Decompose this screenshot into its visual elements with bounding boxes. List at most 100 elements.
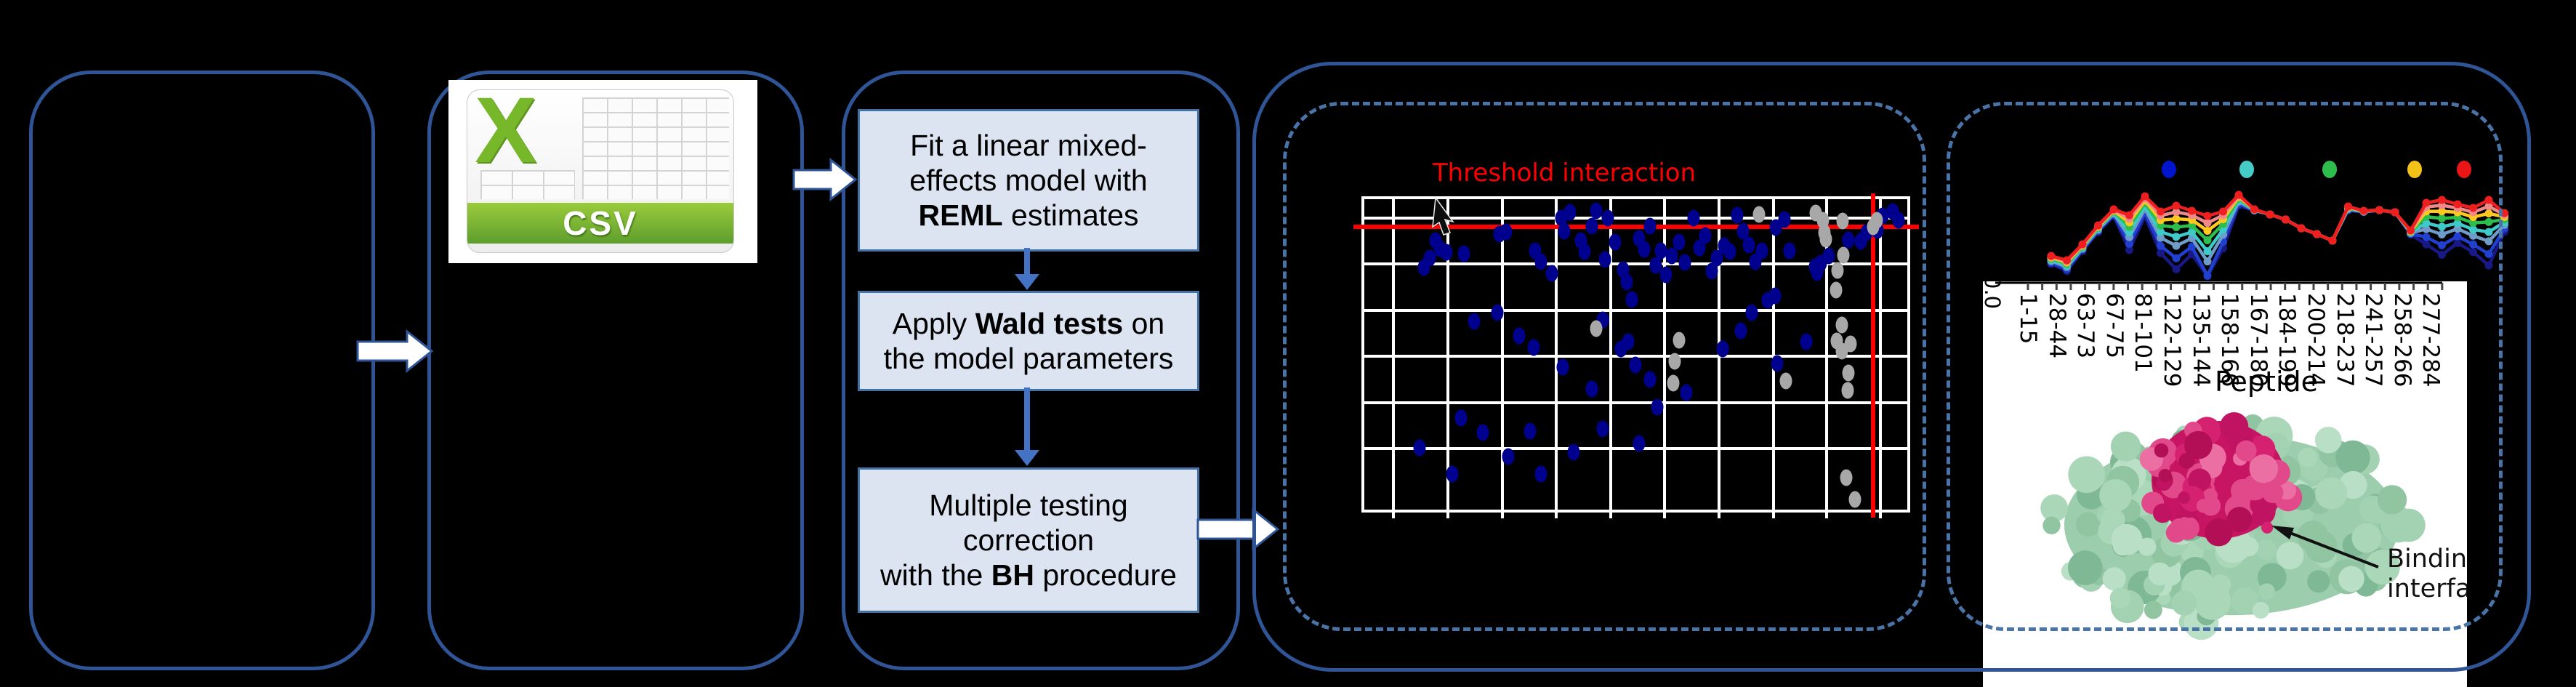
uptake-marker-green	[2484, 217, 2493, 226]
patch-magenta-lobe	[2203, 488, 2218, 503]
uptake-marker-red	[2282, 215, 2290, 224]
scatter-dot-significant-blue	[1625, 291, 1638, 308]
scatter-dot-significant-blue	[1476, 424, 1489, 441]
uptake-marker-steelblue	[2469, 231, 2477, 240]
excel-x-icon: X	[475, 89, 537, 182]
scatter-dot-significant-blue	[1643, 217, 1657, 235]
uptake-marker-navy	[2422, 240, 2431, 249]
patch-magenta-lobe	[2154, 443, 2169, 458]
surface-green-lobe	[2111, 523, 2143, 555]
csv-file-image: X CSV	[448, 80, 757, 263]
scatter-dot-significant-blue	[1620, 273, 1633, 291]
surface-green-lobe	[2102, 567, 2126, 591]
surface-green-lobe	[2351, 523, 2382, 553]
surface-green-lobe	[2110, 431, 2141, 462]
uptake-marker-cyan	[2438, 222, 2446, 231]
scatter-dot-significant-blue	[1596, 420, 1609, 438]
uptake-marker-red	[2328, 236, 2337, 245]
legend-dot	[2322, 161, 2337, 178]
uptake-marker-navy	[2438, 250, 2446, 259]
patch-magenta-lobe	[2188, 468, 2212, 492]
scatter-dot-significant-blue	[1590, 202, 1603, 220]
scatter-dot-significant-blue	[1502, 448, 1515, 465]
surface-green-lobe	[2068, 456, 2105, 494]
surface-green-lobe	[2298, 447, 2317, 467]
uptake-marker-blue	[2172, 254, 2181, 262]
uptake-marker-red	[2359, 206, 2368, 215]
uptake-marker-red	[2078, 240, 2087, 249]
patch-magenta-lobe	[2183, 430, 2213, 459]
uptake-marker-red	[2266, 210, 2274, 219]
surface-green-lobe	[2258, 583, 2275, 600]
scatter-dot-significant-blue	[1413, 439, 1426, 457]
scatter-dot-nonsignificant-gray	[1816, 212, 1830, 229]
surface-green-lobe	[2040, 494, 2069, 522]
uptake-marker-steelblue	[2438, 230, 2446, 239]
step-fit-model: Fit a linear mixed-effects model with REM…	[858, 109, 1199, 252]
scatter-dot-nonsignificant-gray	[1779, 372, 1792, 390]
uptake-marker-red	[2141, 192, 2149, 201]
uptake-marker-yellow	[2484, 209, 2493, 218]
uptake-marker-yellow	[2203, 227, 2212, 236]
uptake-marker-cyan	[2188, 228, 2196, 236]
uptake-marker-red	[2500, 209, 2508, 217]
scatter-dot-significant-blue	[1693, 239, 1706, 257]
spreadsheet-grid-icon	[582, 97, 729, 199]
uptake-marker-cyan	[2453, 219, 2462, 228]
uptake-marker-red	[2063, 256, 2071, 265]
patch-magenta-lobe	[2178, 452, 2195, 469]
legend-dot	[2239, 161, 2254, 178]
scatter-dot-nonsignificant-gray	[1831, 262, 1844, 279]
uptake-marker-cyan	[2203, 247, 2212, 256]
uptake-marker-red	[2438, 196, 2446, 204]
surface-green-lobe	[2276, 542, 2304, 570]
uptake-marker-green	[2438, 214, 2446, 222]
scatter-dot-significant-blue	[1822, 247, 1835, 265]
uptake-marker-yellow	[2438, 207, 2446, 216]
scatter-dot-nonsignificant-gray	[1673, 332, 1686, 349]
csv-band: CSV	[467, 203, 733, 244]
scatter-dot-significant-blue	[1585, 217, 1598, 235]
arrow-model-to-results	[1196, 507, 1280, 552]
scatter-dot-significant-blue	[1643, 371, 1657, 388]
scatter-dot-significant-blue	[1778, 211, 1791, 228]
uptake-marker-red	[2109, 205, 2118, 214]
uptake-output-image: 0.0 Peptide Binding interface 1-1528-446…	[1983, 281, 2467, 687]
uptake-marker-navy	[2484, 261, 2493, 270]
surface-green-lobe	[2252, 601, 2270, 619]
uptake-marker-cyan	[2172, 233, 2181, 241]
patch-magenta-lobe	[2196, 499, 2210, 513]
scatter-title: Threshold interaction	[1432, 158, 1696, 188]
patch-magenta-lobe	[2261, 521, 2274, 534]
panel-raw-data	[29, 71, 375, 670]
uptake-marker-blue	[2203, 271, 2212, 280]
uptake-marker-green	[2469, 218, 2477, 227]
scatter-dot-nonsignificant-gray	[1752, 206, 1766, 223]
uptake-marker-red	[2422, 198, 2431, 207]
scatter-dot-significant-blue	[1609, 233, 1622, 251]
scatter-dot-nonsignificant-gray	[1819, 230, 1832, 248]
patch-magenta-lobe	[2178, 491, 2190, 505]
surface-green-lobe	[2391, 508, 2426, 542]
surface-green-lobe	[2305, 530, 2338, 563]
uptake-marker-red	[2172, 201, 2181, 210]
scatter-frame	[1361, 196, 1910, 513]
surface-green-lobe	[2377, 485, 2407, 515]
scatter-dot-significant-blue	[1598, 251, 1611, 268]
scatter-dot-significant-blue	[1769, 219, 1782, 236]
scatter-dot-significant-blue	[1680, 384, 1693, 401]
patch-magenta-lobe	[2261, 481, 2284, 504]
scatter-dot-significant-blue	[1545, 265, 1558, 282]
scatter-dot-significant-blue	[1678, 254, 1691, 271]
surface-green-lobe	[2148, 562, 2172, 586]
uptake-marker-blue	[2422, 233, 2431, 241]
surface-green-lobe	[2314, 426, 2342, 454]
uptake-marker-steelblue	[2453, 225, 2462, 233]
scatter-dot-significant-blue	[1734, 322, 1747, 340]
spreadsheet-grid-small-icon	[480, 170, 575, 199]
binding-interface-caption: Binding interface	[2387, 545, 2467, 603]
uptake-marker-blue	[2438, 241, 2446, 249]
arrow-step1-step2-head	[1015, 274, 1039, 290]
uptake-marker-salmon	[2484, 202, 2493, 211]
